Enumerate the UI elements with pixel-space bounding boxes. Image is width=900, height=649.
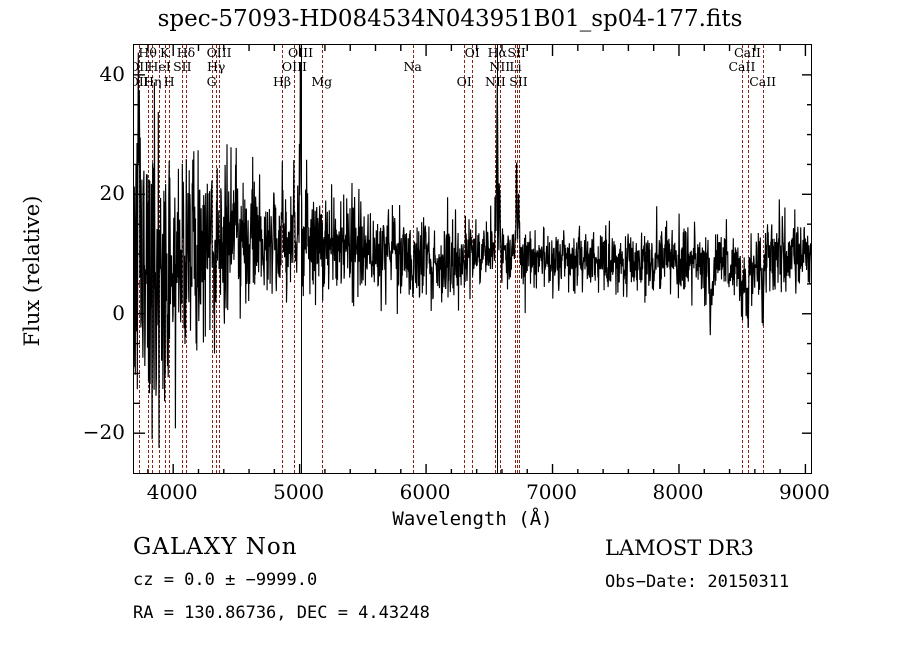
spectral-line-marker <box>282 45 284 473</box>
x-tick-label: 4000 <box>146 480 198 504</box>
observation-date: Obs−Date: 20150311 <box>605 572 790 592</box>
spectral-line-marker <box>516 45 518 473</box>
x-tick-label: 8000 <box>652 480 704 504</box>
y-tick-label: 40 <box>99 61 125 86</box>
page-title: spec-57093-HD084534N043951B01_sp04-177.f… <box>157 6 743 32</box>
y-tick-label: 20 <box>99 181 125 206</box>
survey-name: LAMOST DR3 <box>605 536 754 560</box>
spectral-line-marker <box>515 45 517 473</box>
y-axis-tick-labels: 40 20 0 −20 <box>55 44 125 474</box>
spectral-line-marker <box>495 45 497 473</box>
x-tick-label: 5000 <box>273 480 325 504</box>
x-tick-label: 6000 <box>399 480 451 504</box>
spectral-line-marker <box>518 45 520 473</box>
spectrum-trace <box>134 45 811 473</box>
spectral-line-marker <box>182 45 184 473</box>
y-tick-label: 0 <box>112 300 125 325</box>
y-tick-label: −20 <box>82 420 125 445</box>
y-axis-label: Flux (relative) <box>20 195 44 347</box>
axis-ticks <box>134 45 811 473</box>
spectral-line-marker <box>741 45 743 473</box>
coordinates: RA = 130.86736, DEC = 4.43248 <box>133 603 430 623</box>
spectral-line-marker <box>499 45 501 473</box>
x-axis-label: Wavelength (Å) <box>392 508 553 530</box>
spectral-line-marker <box>747 45 749 473</box>
spectral-line-marker <box>300 45 302 473</box>
redshift-velocity: cz = 0.0 ± −9999.0 <box>133 570 318 590</box>
spectrum-plot-area: OIIOIIHθHηHeIKHHδSIIGHγOIIIHβOIIIOIIIMgN… <box>133 44 812 474</box>
object-class: GALAXY Non <box>133 534 298 560</box>
x-tick-label: 9000 <box>778 480 830 504</box>
spectral-line-marker <box>497 45 499 473</box>
x-tick-label: 7000 <box>526 480 577 504</box>
spectral-line-marker <box>762 45 764 473</box>
x-axis-tick-labels: 4000 5000 6000 7000 8000 9000 <box>133 480 830 506</box>
